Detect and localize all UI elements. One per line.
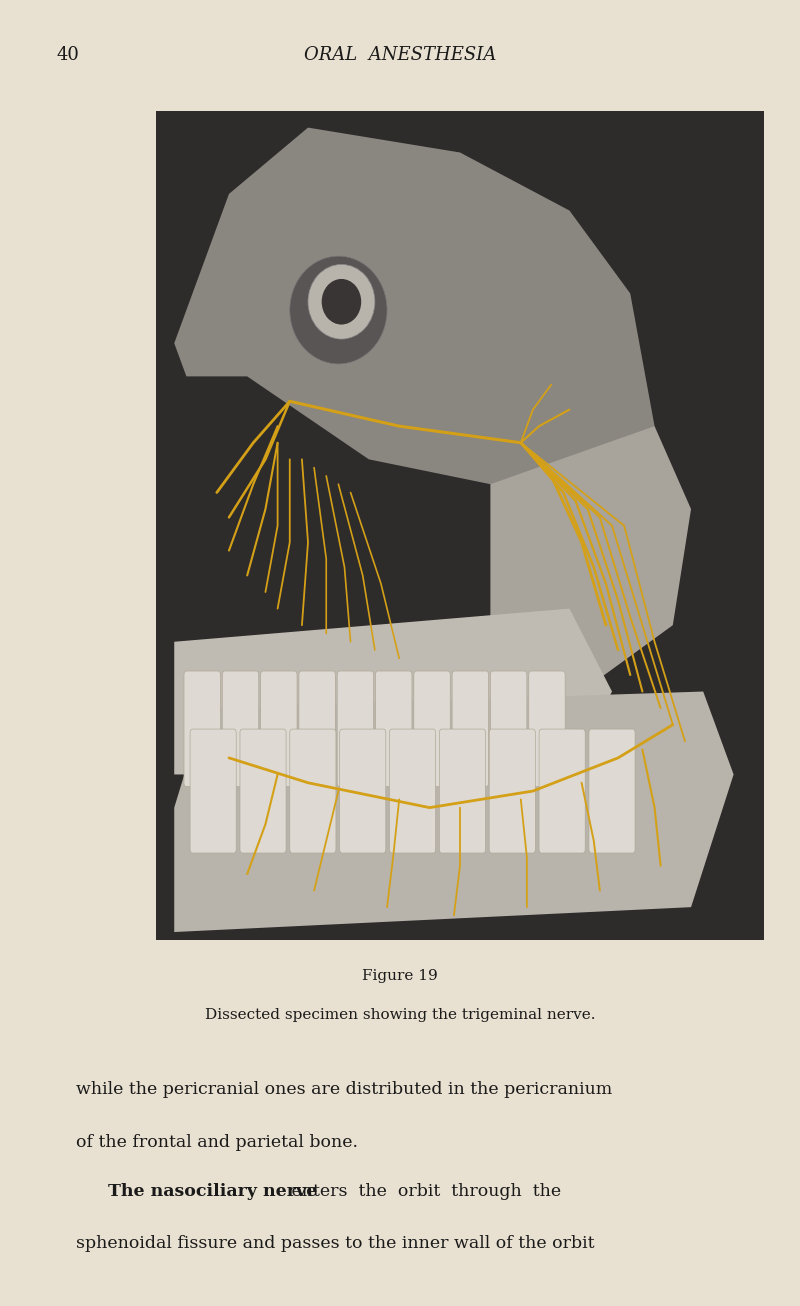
FancyBboxPatch shape xyxy=(290,729,336,853)
FancyBboxPatch shape xyxy=(452,671,489,786)
FancyBboxPatch shape xyxy=(375,671,412,786)
FancyBboxPatch shape xyxy=(589,729,635,853)
Text: ORAL  ANESTHESIA: ORAL ANESTHESIA xyxy=(304,46,496,64)
Text: 40: 40 xyxy=(56,46,79,64)
FancyBboxPatch shape xyxy=(190,729,236,853)
FancyBboxPatch shape xyxy=(261,671,297,786)
Bar xyxy=(156,111,764,940)
FancyBboxPatch shape xyxy=(390,729,436,853)
Text: Figure 19: Figure 19 xyxy=(362,969,438,983)
FancyBboxPatch shape xyxy=(222,671,258,786)
FancyBboxPatch shape xyxy=(338,671,374,786)
Text: while the pericranial ones are distributed in the pericranium: while the pericranial ones are distribut… xyxy=(76,1081,612,1098)
Text: The nasociliary nerve: The nasociliary nerve xyxy=(108,1183,318,1200)
FancyBboxPatch shape xyxy=(414,671,450,786)
Polygon shape xyxy=(174,609,612,774)
Text: sphenoidal fissure and passes to the inner wall of the orbit: sphenoidal fissure and passes to the inn… xyxy=(76,1235,594,1252)
Ellipse shape xyxy=(290,256,387,364)
FancyBboxPatch shape xyxy=(240,729,286,853)
FancyBboxPatch shape xyxy=(439,729,486,853)
FancyBboxPatch shape xyxy=(340,729,386,853)
Text: of the frontal and parietal bone.: of the frontal and parietal bone. xyxy=(76,1134,358,1151)
Ellipse shape xyxy=(322,279,362,325)
Polygon shape xyxy=(174,128,654,509)
Text: Dissected specimen showing the trigeminal nerve.: Dissected specimen showing the trigemina… xyxy=(205,1008,595,1023)
Polygon shape xyxy=(490,426,691,691)
FancyBboxPatch shape xyxy=(539,729,586,853)
FancyBboxPatch shape xyxy=(299,671,335,786)
Text: enters  the  orbit  through  the: enters the orbit through the xyxy=(286,1183,561,1200)
Polygon shape xyxy=(174,691,734,932)
FancyBboxPatch shape xyxy=(490,671,527,786)
FancyBboxPatch shape xyxy=(184,671,221,786)
FancyBboxPatch shape xyxy=(529,671,565,786)
Ellipse shape xyxy=(308,264,375,340)
FancyBboxPatch shape xyxy=(490,729,535,853)
